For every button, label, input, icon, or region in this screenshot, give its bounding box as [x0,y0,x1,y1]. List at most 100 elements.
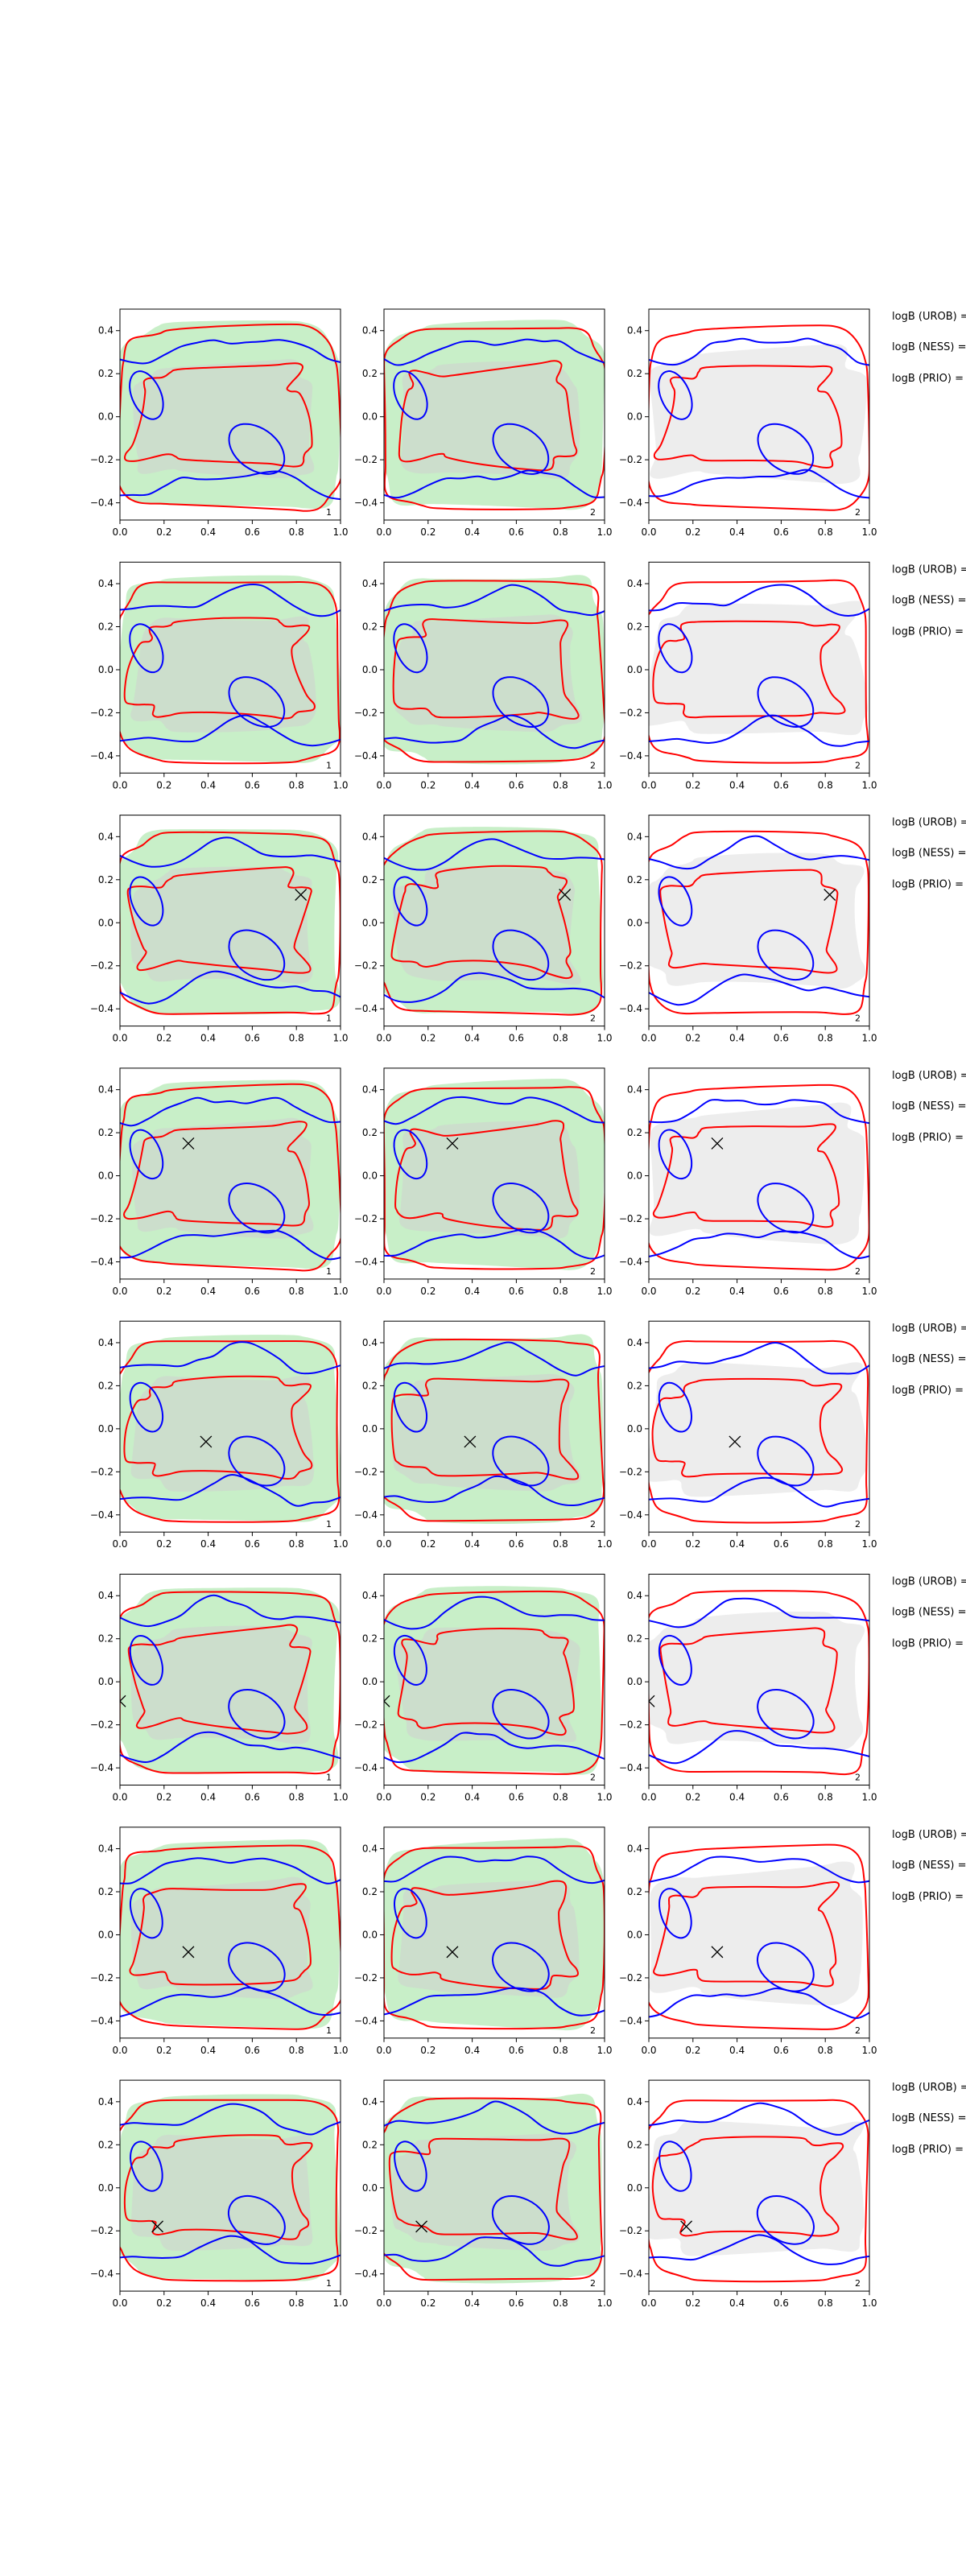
y-tick-label: 0.0 [98,2182,114,2194]
y-tick-label: 0.4 [98,2096,114,2107]
x-tick-label: 1.0 [861,1538,877,1550]
panel-index-label: 2 [855,507,861,518]
y-tick-label: −0.2 [354,1466,378,1477]
blue-contour-ellipse [228,676,286,729]
y-tick-label: −0.2 [90,1213,114,1224]
panel-index-label: 2 [590,2025,596,2036]
panel-r5-c2: 0.0 0.2 0.4 0.6 0.8 1.0 −0.4 −0.2 0.0 0.2 0.4 2 [354,1320,613,1550]
blue-contour-lower [649,1988,869,2019]
axes-frame [648,561,870,774]
x-tick-label: 0.8 [553,1033,568,1044]
plot-area [120,320,341,512]
x-tick-label: 0.6 [245,2045,260,2056]
logb-label: logB (UROB) = [892,817,966,829]
blue-contour-small [658,1634,692,1686]
plot-area [120,1080,341,1272]
plot-area [120,1587,341,1775]
y-tick-label: 0.2 [362,621,378,633]
blue-contour-small [393,1129,428,1180]
red-contour-inner [652,1880,840,1988]
logb-label: logB (PRIO) = [892,1638,964,1650]
blue-contour-upper [120,2103,341,2136]
x-tick-label: 0.4 [200,2045,216,2056]
blue-contour-lower [649,1476,869,1508]
x-marker [182,1137,195,1150]
x-tick-label: 0.8 [289,1538,304,1550]
axes-frame [383,1067,605,1280]
y-tick-label: 0.4 [627,325,642,336]
x-tick-label: 0.0 [112,1286,127,1297]
y-tick-label: −0.4 [354,1762,378,1773]
y-tick-label: 0.4 [627,831,642,842]
blue-contour-lower [384,1228,605,1260]
y-tick-label: −0.4 [90,2268,114,2280]
y-tick-label: −0.2 [619,2225,642,2236]
logb-label: logB (UROB) = [892,564,966,576]
blue-contour-upper [120,1857,341,1885]
panel-r1-c2: 0.0 0.2 0.4 0.6 0.8 1.0 −0.4 −0.2 0.0 0.2 0.4 2 [354,308,613,538]
blue-contour-ellipse [757,1689,815,1740]
y-tick-label: 0.4 [98,578,114,589]
x-tick-label: 1.0 [332,1792,348,1803]
y-tick-label: 0.4 [362,1084,378,1096]
red-contour-inner [123,617,316,720]
panel-index-label: 2 [855,760,861,770]
blue-contour-small [129,1381,164,1433]
panel-r1-c3: 0.0 0.2 0.4 0.6 0.8 1.0 −0.4 −0.2 0.0 0.2 0.4 2 [619,308,877,538]
y-tick-label: −0.2 [619,960,642,972]
y-tick-label: −0.4 [90,497,114,509]
y-tick-label: −0.2 [90,960,114,972]
x-marker [151,2220,164,2233]
y-tick-label: 0.2 [362,874,378,886]
x-tick-label: 0.8 [818,1033,833,1044]
panel-index-label: 1 [326,507,332,518]
y-tick-label: −0.2 [354,1719,378,1731]
blue-contour-small [658,1129,693,1180]
logb-label: logB (UROB) = [892,311,966,323]
y-tick-label: −0.2 [90,707,114,718]
logb-label: logB (NESS) = [892,594,966,606]
panel-r7-c1: 0.0 0.2 0.4 0.6 0.8 1.0 −0.4 −0.2 0.0 0.2 0.4 1 [90,1827,349,2056]
blue-contour-lower [384,1475,605,1507]
axes-frame [383,1320,605,1533]
logb-label: logB (NESS) = [892,1860,966,1872]
x-tick-label: 0.4 [200,1033,216,1044]
blue-contour-upper [384,838,605,871]
logb-label: logB (UROB) = [892,1829,966,1841]
red-contour-inner [390,1880,580,1990]
panel-r4-c2: 0.0 0.2 0.4 0.6 0.8 1.0 −0.4 −0.2 0.0 0.2 0.4 2 [354,1067,613,1297]
x-tick-label: 0.8 [289,779,304,791]
x-marker [464,1435,477,1448]
y-tick-label: 0.0 [98,1170,114,1182]
grey-region [390,2133,580,2251]
x-tick-label: 0.8 [553,2045,568,2056]
y-tick-label: 0.0 [362,1929,378,1940]
x-tick-label: 0.0 [641,1286,656,1297]
blue-contour-ellipse [757,1435,815,1487]
x-tick-label: 0.2 [156,526,171,538]
blue-contour-ellipse [228,929,286,981]
red-contour-outer [649,1843,869,2030]
y-tick-label: −0.4 [354,497,378,509]
y-tick-label: 0.4 [362,578,378,589]
x-tick-label: 0.0 [112,526,127,538]
x-tick-label: 0.2 [685,1538,700,1550]
y-tick-label: 0.2 [98,1127,114,1138]
y-tick-label: 0.0 [627,411,642,423]
x-tick-label: 0.2 [685,1286,700,1297]
x-tick-label: 0.8 [289,1033,304,1044]
y-tick-label: −0.2 [354,454,378,465]
x-tick-label: 0.4 [464,1033,480,1044]
x-tick-label: 1.0 [597,1792,612,1803]
logb-label: logB (UROB) = [892,1070,966,1082]
grey-region [394,1627,580,1743]
y-tick-label: −0.4 [619,2268,642,2280]
blue-contour-small [658,1381,693,1433]
red-contour-outer [649,579,869,764]
y-tick-label: −0.4 [90,1762,114,1773]
plot-area [649,1340,869,1524]
y-tick-label: 0.4 [98,1337,114,1348]
plot-area [384,320,605,510]
red-contour-inner [394,1120,579,1231]
axes-frame [648,1320,870,1533]
